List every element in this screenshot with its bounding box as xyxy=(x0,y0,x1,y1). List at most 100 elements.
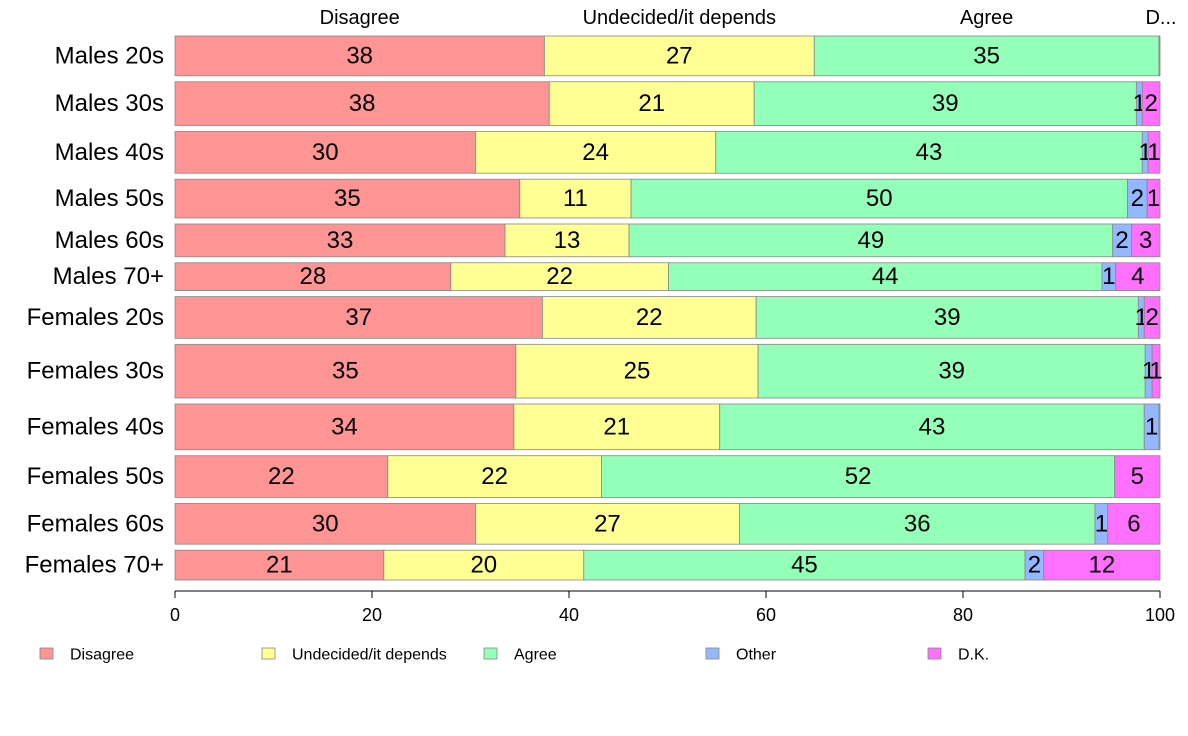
bar-segment-undecided-it-depends-4 xyxy=(519,178,632,219)
category-label: Females 40s xyxy=(27,413,164,440)
bar-segment-d-k--11 xyxy=(1107,503,1161,545)
data-label: 12 xyxy=(1089,552,1116,579)
data-label: 45 xyxy=(791,552,818,579)
legend-swatch xyxy=(483,647,498,660)
bar-segment-disagree-8 xyxy=(174,343,517,399)
data-label: 37 xyxy=(345,304,372,331)
legend: Disagree Undecided/it depends Agree Other D.… xyxy=(39,647,989,664)
category-label: Females 20s xyxy=(27,304,164,331)
data-label: 39 xyxy=(934,304,961,331)
data-label: 52 xyxy=(845,463,872,490)
bar-segment-undecided-it-depends-6 xyxy=(450,262,669,291)
legend-swatch xyxy=(705,647,720,660)
bar-segment-agree-11 xyxy=(739,503,1096,545)
row-labels: Males 20s Males 30s Males 40s Males 50s Male… xyxy=(25,42,164,578)
data-label: 44 xyxy=(872,263,899,290)
bar-segment-agree-8 xyxy=(757,343,1146,399)
category-label: Males 20s xyxy=(55,42,164,69)
x-tick-label: 40 xyxy=(559,605,579,625)
category-label: Males 40s xyxy=(55,139,164,166)
column-headers: Disagree Undecided/it depends Agree D... xyxy=(320,7,1177,29)
x-tick-label: 80 xyxy=(953,605,973,625)
data-label: 50 xyxy=(866,185,893,212)
data-label: 34 xyxy=(331,413,358,440)
data-label: 4 xyxy=(1131,263,1144,290)
data-label: 25 xyxy=(624,358,651,385)
bar-segment-undecided-it-depends-5 xyxy=(504,223,630,258)
bar-segment-disagree-9 xyxy=(174,403,515,451)
x-tick-label: 60 xyxy=(756,605,776,625)
bar-segment-undecided-it-depends-11 xyxy=(475,503,740,545)
bar-segment-undecided-it-depends-9 xyxy=(513,403,721,451)
category-label: Females 60s xyxy=(27,510,164,537)
legend-label: Disagree xyxy=(70,647,134,664)
data-label: 21 xyxy=(638,90,665,117)
category-label: Males 50s xyxy=(55,185,164,212)
data-label: 22 xyxy=(636,304,663,331)
column-header: Undecided/it depends xyxy=(583,7,776,29)
bar-segment-d-k--3 xyxy=(1147,131,1161,174)
bar-segment-d-k--9 xyxy=(1158,403,1161,451)
bar-segment-agree-7 xyxy=(755,296,1139,339)
bar-segment-disagree-3 xyxy=(174,131,476,174)
bar-segment-disagree-7 xyxy=(174,296,543,339)
data-label: 21 xyxy=(603,413,630,440)
legend-swatch xyxy=(927,647,942,660)
bar-segment-d-k--12 xyxy=(1043,549,1161,581)
category-label: Males 30s xyxy=(55,90,164,117)
data-label: 27 xyxy=(666,42,693,69)
data-label: 22 xyxy=(481,463,508,490)
data-label: 13 xyxy=(554,227,581,254)
legend-label: Undecided/it depends xyxy=(292,647,447,664)
category-label: Females 50s xyxy=(27,463,164,490)
data-label: 39 xyxy=(938,358,965,385)
bar-segment-disagree-6 xyxy=(174,262,452,291)
x-tick-label: 100 xyxy=(1145,605,1175,625)
data-label: 43 xyxy=(919,413,946,440)
data-label: 30 xyxy=(312,139,339,166)
data-label: 2 xyxy=(1131,185,1144,212)
bar-segment-agree-5 xyxy=(628,223,1114,258)
category-label: Males 60s xyxy=(55,227,164,254)
bar-segment-undecided-it-depends-12 xyxy=(383,549,585,581)
data-label: 2 xyxy=(1115,227,1128,254)
bar-segment-undecided-it-depends-3 xyxy=(475,131,717,174)
bar-segment-d-k--4 xyxy=(1146,178,1161,219)
data-label: 2 xyxy=(1145,304,1158,331)
bar-segment-disagree-5 xyxy=(174,223,506,258)
data-label: 2 xyxy=(1028,552,1041,579)
data-label: 38 xyxy=(349,90,376,117)
data-label: 33 xyxy=(327,227,354,254)
bar-segment-agree-6 xyxy=(668,262,1103,291)
x-tick-label: 20 xyxy=(362,605,382,625)
bar-segment-d-k--10 xyxy=(1114,455,1161,498)
bar-segment-undecided-it-depends-2 xyxy=(548,81,755,126)
bar-segment-agree-9 xyxy=(719,403,1145,451)
data-label: 1 xyxy=(1145,413,1158,440)
column-header: Disagree xyxy=(320,7,400,29)
bar-segment-disagree-10 xyxy=(174,455,389,498)
x-axis: 0 20 40 60 80 100 xyxy=(170,590,1175,625)
legend-swatch xyxy=(39,647,54,660)
data-label: 38 xyxy=(346,42,373,69)
bar-segment-d-k--7 xyxy=(1143,296,1161,339)
data-label: 27 xyxy=(594,510,621,537)
column-header: Agree xyxy=(960,7,1013,29)
data-label: 22 xyxy=(546,263,573,290)
column-header: D... xyxy=(1145,7,1176,29)
bar-segment-disagree-2 xyxy=(174,81,550,126)
x-tick-label: 0 xyxy=(170,605,180,625)
bar-segment-disagree-4 xyxy=(174,178,521,219)
bar-segment-d-k--5 xyxy=(1131,223,1161,258)
data-label: 1 xyxy=(1095,510,1108,537)
data-label: 39 xyxy=(932,90,959,117)
legend-label: Agree xyxy=(514,647,557,664)
data-label: 3 xyxy=(1139,227,1152,254)
data-label: 43 xyxy=(916,139,943,166)
data-label: 6 xyxy=(1127,510,1140,537)
category-label: Females 70+ xyxy=(25,552,164,579)
data-label: 28 xyxy=(300,263,327,290)
data-label: 1 xyxy=(1149,358,1162,385)
